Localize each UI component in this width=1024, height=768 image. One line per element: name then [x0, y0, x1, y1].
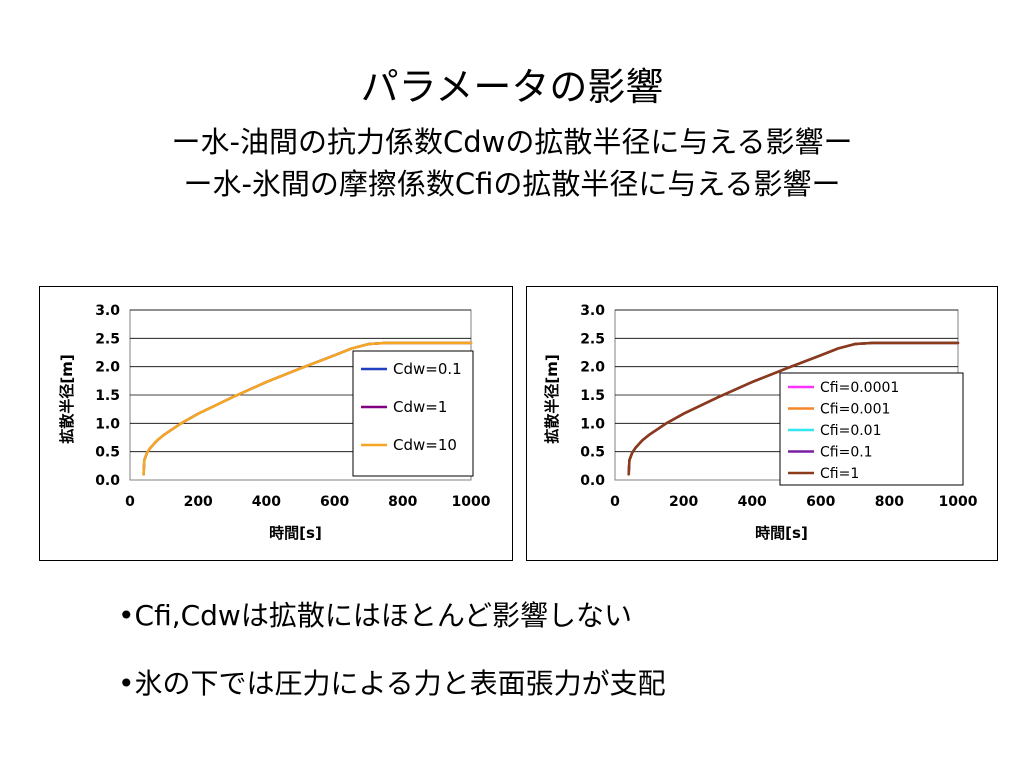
legend-label: Cfi=1 — [820, 466, 859, 482]
x-tick-label: 0 — [125, 494, 135, 510]
x-tick-label: 1000 — [452, 494, 491, 510]
legend-label: Cfi=0.001 — [820, 402, 890, 418]
y-tick-label: 1.5 — [95, 388, 120, 404]
legend-label: Cdw=10 — [393, 436, 457, 454]
y-tick-label: 3.0 — [580, 303, 605, 319]
chart-cdw: 0.0 0.5 1.0 1.5 2.0 2.5 3.0 0 200 400 600 800 1000 時間… — [39, 286, 513, 561]
y-tick-label: 1.0 — [95, 416, 120, 432]
y-tick-label: 0.0 — [580, 473, 605, 489]
x-tick-label: 600 — [806, 494, 835, 510]
legend-box — [352, 350, 474, 477]
x-tick-label: 600 — [320, 494, 349, 510]
y-axis-label: 拡散半径[m] — [58, 354, 76, 443]
x-tick-label: 800 — [388, 494, 417, 510]
x-tick-label: 200 — [669, 494, 698, 510]
legend-label: Cfi=0.01 — [820, 423, 882, 439]
legend-label: Cfi=0.1 — [820, 445, 873, 461]
y-tick-label: 2.0 — [95, 360, 120, 376]
y-tick-label: 0.5 — [95, 445, 120, 461]
y-tick-label: 0.0 — [95, 473, 120, 489]
chart-cfi-svg: 0.0 0.5 1.0 1.5 2.0 2.5 3.0 0 200 400 600 800 1000 時間… — [543, 303, 978, 542]
series-line-5 — [627, 341, 960, 476]
y-tick-label: 0.5 — [580, 445, 605, 461]
series-line-3 — [142, 341, 473, 476]
y-tick-label: 3.0 — [95, 303, 120, 319]
y-axis-label: 拡散半径[m] — [543, 354, 561, 443]
x-tick-label: 400 — [252, 494, 281, 510]
x-tick-label: 200 — [184, 494, 213, 510]
slide-subtitle-cfi: ー水-氷間の摩擦係数Cfiの拡散半径に与える影響ー — [183, 167, 841, 201]
legend-label: Cdw=0.1 — [393, 360, 462, 378]
x-axis-label: 時間[s] — [269, 524, 322, 542]
y-tick-label: 2.0 — [580, 360, 605, 376]
x-tick-label: 800 — [875, 494, 904, 510]
slide-title: パラメータの影響 — [360, 65, 664, 109]
y-tick-label: 1.5 — [580, 388, 605, 404]
y-tick-label: 2.5 — [95, 331, 120, 347]
legend-label: Cfi=0.0001 — [820, 380, 899, 396]
x-tick-label: 400 — [738, 494, 767, 510]
y-tick-label: 1.0 — [580, 416, 605, 432]
chart-cdw-svg: 0.0 0.5 1.0 1.5 2.0 2.5 3.0 0 200 400 600 800 1000 時間… — [58, 303, 491, 542]
x-tick-label: 0 — [610, 494, 620, 510]
slide-subtitle-cdw: ー水-油間の抗力係数Cdwの拡散半径に与える影響ー — [171, 125, 853, 159]
legend-label: Cdw=1 — [393, 398, 447, 416]
x-tick-label: 1000 — [939, 494, 978, 510]
bullet-no-effect: •Cfi,Cdwは拡散にはほとんど影響しない — [118, 599, 632, 632]
x-axis-label: 時間[s] — [755, 524, 808, 542]
y-tick-label: 2.5 — [580, 331, 605, 347]
chart-cfi: 0.0 0.5 1.0 1.5 2.0 2.5 3.0 0 200 400 600 800 1000 時間… — [526, 286, 998, 561]
bullet-pressure-tension: •氷の下では圧力による力と表面張力が支配 — [118, 667, 666, 700]
